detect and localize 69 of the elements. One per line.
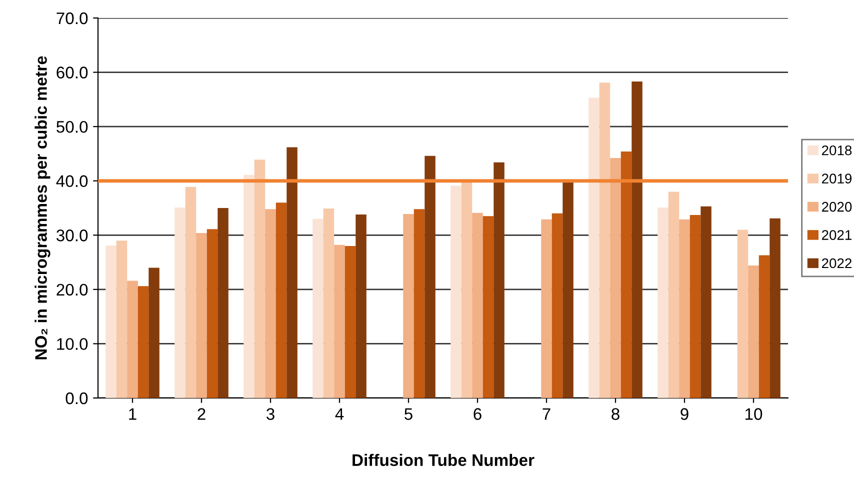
legend-label: 2020 — [822, 202, 852, 212]
bar — [424, 156, 436, 398]
bar — [127, 280, 138, 398]
bar — [562, 182, 574, 398]
bar — [748, 266, 759, 398]
x-tick-label: 4 — [335, 408, 344, 420]
legend-label: 2019 — [822, 174, 852, 184]
bar — [472, 212, 483, 398]
y-tick-label: 30.0 — [56, 230, 88, 242]
y-tick-label: 40.0 — [56, 175, 88, 188]
y-tick-label: 60.0 — [56, 66, 88, 78]
bar — [770, 218, 780, 398]
bar — [610, 158, 621, 398]
bar — [254, 160, 266, 398]
bar — [185, 186, 196, 398]
bar — [482, 216, 494, 398]
legend-label: 2018 — [822, 145, 852, 156]
bar — [758, 255, 770, 398]
bar — [323, 208, 334, 398]
bar — [690, 215, 701, 398]
bar — [552, 213, 563, 398]
x-tick-label: 6 — [474, 408, 482, 420]
bar — [658, 207, 668, 398]
bar — [244, 174, 254, 398]
x-tick-label: 8 — [612, 408, 620, 420]
x-tick-label: 9 — [680, 408, 688, 420]
bar — [196, 232, 207, 398]
bar — [148, 268, 160, 398]
bar — [344, 246, 356, 398]
bar — [356, 214, 366, 398]
bar — [218, 208, 228, 398]
bar — [276, 202, 287, 398]
x-tick-label: 3 — [266, 408, 274, 420]
bar — [620, 152, 632, 398]
bar — [286, 147, 298, 398]
bar — [588, 98, 600, 398]
bar — [494, 162, 504, 398]
x-axis-title: Diffusion Tube Number — [352, 454, 534, 466]
legend-label: 2021 — [822, 230, 852, 240]
y-tick-label: 50.0 — [56, 120, 88, 133]
bar — [138, 286, 149, 398]
bar — [312, 218, 324, 398]
bar — [541, 219, 552, 398]
bar — [334, 244, 345, 398]
bar — [599, 82, 610, 398]
y-tick-label: 20.0 — [56, 284, 88, 296]
y-axis-title: NO₂ in microgrammes per cubic metre — [34, 56, 50, 360]
x-tick-label: 5 — [404, 408, 412, 420]
bar — [700, 206, 712, 398]
y-tick-label: 70.0 — [56, 12, 88, 24]
bar — [632, 82, 642, 398]
bar — [265, 209, 276, 398]
y-tick-label: 10.0 — [57, 338, 88, 350]
legend-label: 2022 — [822, 258, 852, 268]
bar — [116, 240, 128, 398]
x-tick-label: 1 — [129, 408, 136, 420]
x-tick-label: 10 — [746, 408, 762, 420]
bar — [174, 207, 186, 398]
x-tick-label: 7 — [542, 408, 550, 420]
y-tick-label: 0.0 — [66, 392, 88, 404]
bar — [206, 229, 218, 398]
bar — [106, 245, 116, 398]
bar — [450, 186, 462, 398]
bar — [679, 219, 690, 398]
bar — [668, 192, 680, 398]
bar — [403, 214, 414, 398]
bar — [737, 230, 748, 398]
x-tick-label: 2 — [198, 408, 206, 420]
bar — [414, 209, 425, 398]
